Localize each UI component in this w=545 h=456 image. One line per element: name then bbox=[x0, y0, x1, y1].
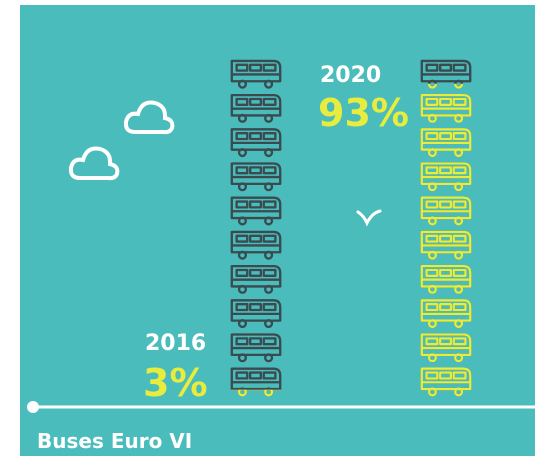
infographic: Buses Euro VI 2016 3% 2020 93% bbox=[0, 0, 545, 456]
baseline-dot bbox=[27, 401, 39, 413]
value-label: 3% bbox=[143, 361, 208, 405]
category-label: 2016 bbox=[145, 331, 206, 356]
category-label: 2020 bbox=[320, 63, 381, 88]
value-label: 93% bbox=[318, 91, 409, 135]
chart-title: Buses Euro VI bbox=[37, 429, 192, 453]
